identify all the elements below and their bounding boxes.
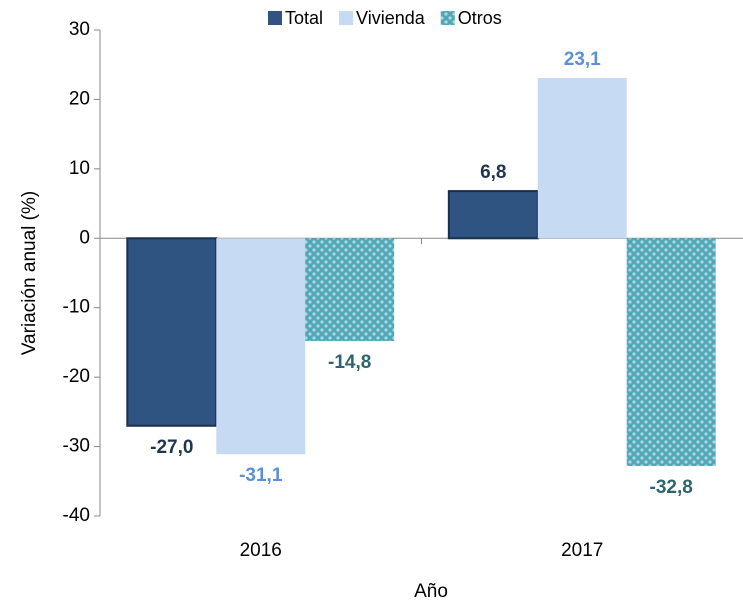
value-label: -27,0 bbox=[150, 437, 193, 458]
bar bbox=[537, 77, 627, 239]
y-tick-label: -10 bbox=[63, 297, 90, 318]
y-tick-label: 10 bbox=[69, 158, 90, 179]
legend-swatch bbox=[339, 11, 354, 25]
value-label: -32,8 bbox=[650, 477, 693, 498]
y-tick-label: -30 bbox=[63, 436, 90, 457]
legend-label: Vivienda bbox=[356, 8, 426, 28]
value-label: -31,1 bbox=[239, 465, 283, 486]
x-tick-label: 2016 bbox=[240, 540, 282, 561]
bar-pattern bbox=[626, 238, 716, 467]
y-tick-label: -20 bbox=[63, 366, 90, 387]
legend-label: Total bbox=[285, 8, 323, 28]
value-label: 23,1 bbox=[564, 49, 601, 70]
bar-pattern bbox=[305, 238, 395, 342]
y-axis-label: Variación anual (%) bbox=[19, 191, 40, 355]
legend-swatch bbox=[268, 11, 282, 25]
y-tick-label: 20 bbox=[69, 88, 90, 109]
x-tick-label: 2017 bbox=[561, 540, 603, 561]
bar bbox=[126, 237, 218, 427]
value-label: -14,8 bbox=[328, 352, 371, 373]
legend-label: Otros bbox=[458, 8, 502, 28]
x-axis-label: Año bbox=[414, 581, 448, 602]
y-tick-label: 30 bbox=[69, 19, 90, 40]
bar bbox=[447, 190, 539, 240]
y-tick-label: 0 bbox=[79, 227, 90, 248]
value-label: 6,8 bbox=[480, 162, 506, 183]
legend-pattern bbox=[440, 11, 455, 25]
bar bbox=[216, 238, 306, 455]
y-tick-label: -40 bbox=[63, 505, 90, 526]
